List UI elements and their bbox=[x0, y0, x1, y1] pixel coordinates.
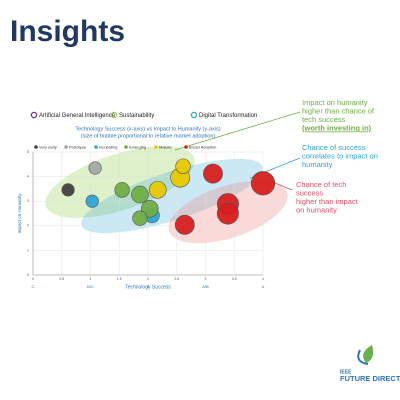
legend-label: Emerging bbox=[129, 145, 146, 150]
bubble bbox=[203, 163, 223, 184]
y-tick-label: 4 bbox=[27, 175, 29, 179]
logo-org: IEEE bbox=[340, 369, 352, 375]
legend-label: Incubating bbox=[99, 145, 117, 150]
band-label: B/C bbox=[87, 284, 94, 289]
bubble bbox=[250, 171, 276, 196]
legend-dot bbox=[64, 145, 68, 149]
pointer bbox=[174, 111, 301, 151]
bubble bbox=[174, 214, 195, 235]
chart-title: Technology Success (x-axis) vs Impact to… bbox=[75, 126, 220, 132]
logo-name: FUTURE DIRECTIONS bbox=[340, 374, 400, 383]
annotation-line: success bbox=[296, 188, 323, 197]
bubble bbox=[88, 161, 102, 175]
x-tick-label: 0.5 bbox=[59, 277, 64, 281]
logo: IEEE FUTURE DIRECTIONS bbox=[340, 345, 400, 383]
legend-label: Mature bbox=[159, 145, 172, 150]
legend-label: Very early bbox=[39, 145, 57, 150]
bubble bbox=[61, 183, 75, 197]
x-tick-label: 0 bbox=[32, 277, 34, 281]
annotation-line: Chance of success bbox=[302, 143, 366, 152]
bubble bbox=[114, 182, 130, 198]
legend-label: Prototype bbox=[69, 145, 87, 150]
y-tick-label: 1 bbox=[27, 248, 29, 252]
annotation-line: Chance of tech bbox=[296, 180, 346, 189]
y-tick-label: 5 bbox=[27, 150, 29, 154]
bubble bbox=[175, 158, 191, 174]
y-tick-label: 2 bbox=[27, 224, 29, 228]
legend-dot bbox=[154, 145, 158, 149]
annotation-line: higher than chance of bbox=[302, 106, 375, 115]
legend-ring bbox=[30, 111, 38, 119]
legend-ring bbox=[190, 111, 198, 119]
legend-dot bbox=[34, 145, 38, 149]
bubble bbox=[148, 181, 167, 199]
y-tick-label: 0 bbox=[27, 273, 29, 277]
band-label: B bbox=[147, 284, 150, 289]
legend-label: Artificial General Intelligence bbox=[39, 113, 116, 119]
annotation-line: on humanity bbox=[296, 205, 337, 214]
band-label: A/B bbox=[202, 284, 209, 289]
x-axis-label: Technology Success bbox=[125, 284, 171, 290]
x-tick-label: 4 bbox=[262, 277, 264, 281]
legend-label: Broad Adoption bbox=[189, 145, 216, 150]
bubble bbox=[85, 194, 99, 208]
logo-leaf bbox=[363, 345, 374, 363]
logo-swoosh bbox=[357, 349, 369, 365]
x-tick-label: 2.5 bbox=[174, 277, 179, 281]
annotation-line: Impact on humanity bbox=[302, 98, 368, 107]
legend-dot bbox=[94, 145, 98, 149]
x-tick-label: 3.5 bbox=[232, 277, 237, 281]
y-axis-label: Impact on Humanity bbox=[17, 193, 22, 234]
annotation-emphasis: (worth investing in) bbox=[302, 123, 372, 132]
legend-dot bbox=[184, 145, 188, 149]
legend-label: Digital Transformation bbox=[199, 113, 257, 119]
band-label: C bbox=[32, 284, 35, 289]
x-tick-label: 1.5 bbox=[117, 277, 122, 281]
legend-dot bbox=[124, 145, 128, 149]
zone-green bbox=[45, 146, 195, 218]
x-tick-label: 1 bbox=[90, 277, 92, 281]
x-tick-label: 3 bbox=[205, 277, 207, 281]
legend-ring bbox=[110, 111, 118, 119]
annotation-line: correlates to impact on bbox=[302, 151, 378, 160]
bubble bbox=[131, 185, 149, 204]
annotation-line: humanity bbox=[302, 160, 333, 169]
annotation-line: higher than impact bbox=[296, 197, 359, 206]
annotation-line: tech success bbox=[302, 115, 346, 124]
x-tick-label: 2 bbox=[147, 277, 149, 281]
chart-subtitle: (size of bubble proportional to relative… bbox=[81, 133, 216, 139]
legend-label: Sustainability bbox=[119, 113, 154, 119]
bubble bbox=[216, 202, 239, 225]
y-tick-label: 3 bbox=[27, 199, 29, 203]
band-label: A bbox=[262, 284, 265, 289]
slide-title: Insights bbox=[10, 15, 125, 48]
bubble bbox=[132, 210, 148, 226]
